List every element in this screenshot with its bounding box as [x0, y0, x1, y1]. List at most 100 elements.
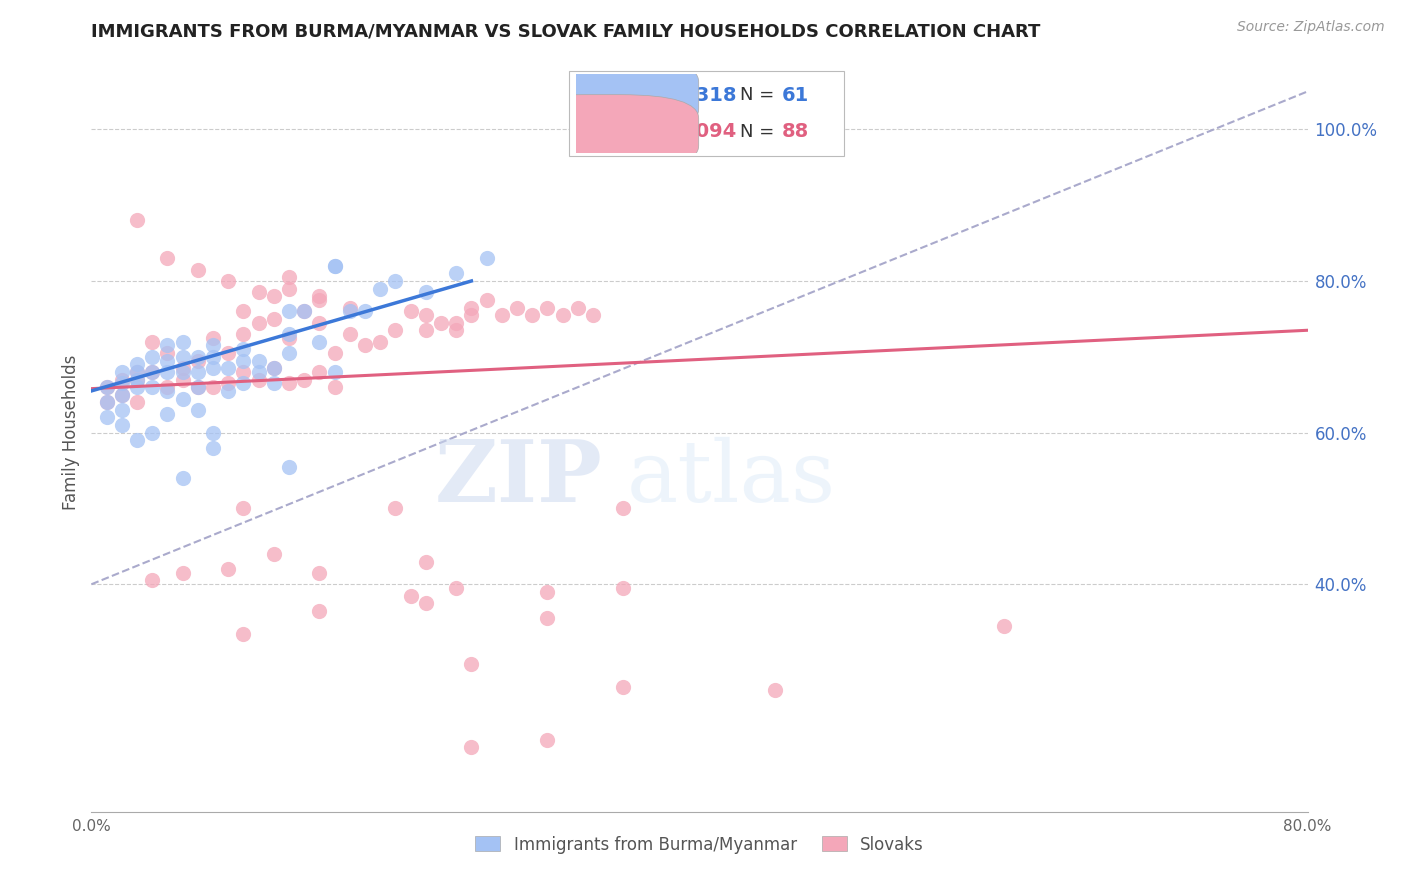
Point — [368, 282, 391, 296]
Point — [475, 293, 498, 307]
Point — [384, 501, 406, 516]
Point — [263, 361, 285, 376]
Point — [460, 657, 482, 671]
Point — [232, 343, 254, 357]
Point — [444, 267, 467, 281]
Point — [339, 304, 361, 318]
Point — [202, 361, 225, 376]
Point — [111, 403, 134, 417]
Point — [125, 395, 148, 409]
Point — [460, 740, 482, 755]
Point — [263, 312, 285, 326]
Point — [263, 289, 285, 303]
Point — [278, 331, 301, 345]
FancyBboxPatch shape — [506, 95, 699, 169]
Text: ZIP: ZIP — [434, 436, 602, 520]
Point — [187, 380, 209, 394]
Point — [156, 384, 179, 398]
Point — [475, 252, 498, 266]
Point — [415, 308, 437, 322]
Point — [278, 282, 301, 296]
Point — [247, 365, 270, 379]
Point — [384, 274, 406, 288]
Point — [172, 350, 194, 364]
Point — [263, 361, 285, 376]
Point — [308, 293, 330, 307]
Point — [263, 547, 285, 561]
Point — [323, 346, 346, 360]
Point — [111, 387, 134, 401]
Point — [444, 316, 467, 330]
Text: N =: N = — [741, 123, 780, 141]
Point — [172, 566, 194, 580]
Point — [308, 604, 330, 618]
Point — [96, 410, 118, 425]
Point — [354, 338, 377, 352]
Point — [217, 376, 239, 391]
Point — [156, 407, 179, 421]
Point — [384, 323, 406, 337]
Point — [612, 501, 634, 516]
Text: atlas: atlas — [627, 436, 835, 520]
Point — [172, 373, 194, 387]
Text: 61: 61 — [782, 86, 810, 105]
Point — [202, 350, 225, 364]
Point — [278, 327, 301, 342]
Point — [567, 301, 589, 315]
Point — [141, 425, 163, 440]
Point — [612, 581, 634, 595]
Point — [172, 471, 194, 485]
Point — [217, 274, 239, 288]
Point — [172, 392, 194, 406]
Point — [292, 304, 315, 318]
Point — [415, 555, 437, 569]
Point — [156, 338, 179, 352]
Point — [202, 331, 225, 345]
Point — [368, 334, 391, 349]
Point — [292, 373, 315, 387]
Point — [96, 380, 118, 394]
Point — [217, 361, 239, 376]
Point — [187, 350, 209, 364]
Point — [308, 365, 330, 379]
Point — [125, 373, 148, 387]
Point — [217, 384, 239, 398]
Point — [339, 301, 361, 315]
Point — [323, 365, 346, 379]
Point — [323, 259, 346, 273]
Point — [415, 285, 437, 300]
Text: R =: R = — [631, 123, 671, 141]
Text: N =: N = — [741, 87, 780, 104]
Text: Source: ZipAtlas.com: Source: ZipAtlas.com — [1237, 20, 1385, 34]
Point — [111, 387, 134, 401]
Point — [415, 323, 437, 337]
Point — [278, 376, 301, 391]
Point — [96, 380, 118, 394]
Point — [232, 501, 254, 516]
Point — [156, 346, 179, 360]
Point — [125, 213, 148, 227]
Point — [141, 350, 163, 364]
Point — [187, 365, 209, 379]
Point — [232, 376, 254, 391]
Point — [217, 562, 239, 576]
Point — [339, 327, 361, 342]
Point — [292, 304, 315, 318]
Point — [278, 304, 301, 318]
Point — [460, 301, 482, 315]
Point — [399, 304, 422, 318]
Y-axis label: Family Households: Family Households — [62, 355, 80, 510]
Point — [187, 403, 209, 417]
Text: R =: R = — [631, 87, 671, 104]
Point — [278, 270, 301, 285]
Point — [278, 459, 301, 474]
Legend: Immigrants from Burma/Myanmar, Slovaks: Immigrants from Burma/Myanmar, Slovaks — [468, 829, 931, 860]
Text: 88: 88 — [782, 122, 810, 142]
Point — [232, 304, 254, 318]
Point — [96, 395, 118, 409]
Point — [125, 365, 148, 379]
Point — [232, 327, 254, 342]
Point — [612, 680, 634, 694]
Point — [536, 301, 558, 315]
Point — [202, 338, 225, 352]
